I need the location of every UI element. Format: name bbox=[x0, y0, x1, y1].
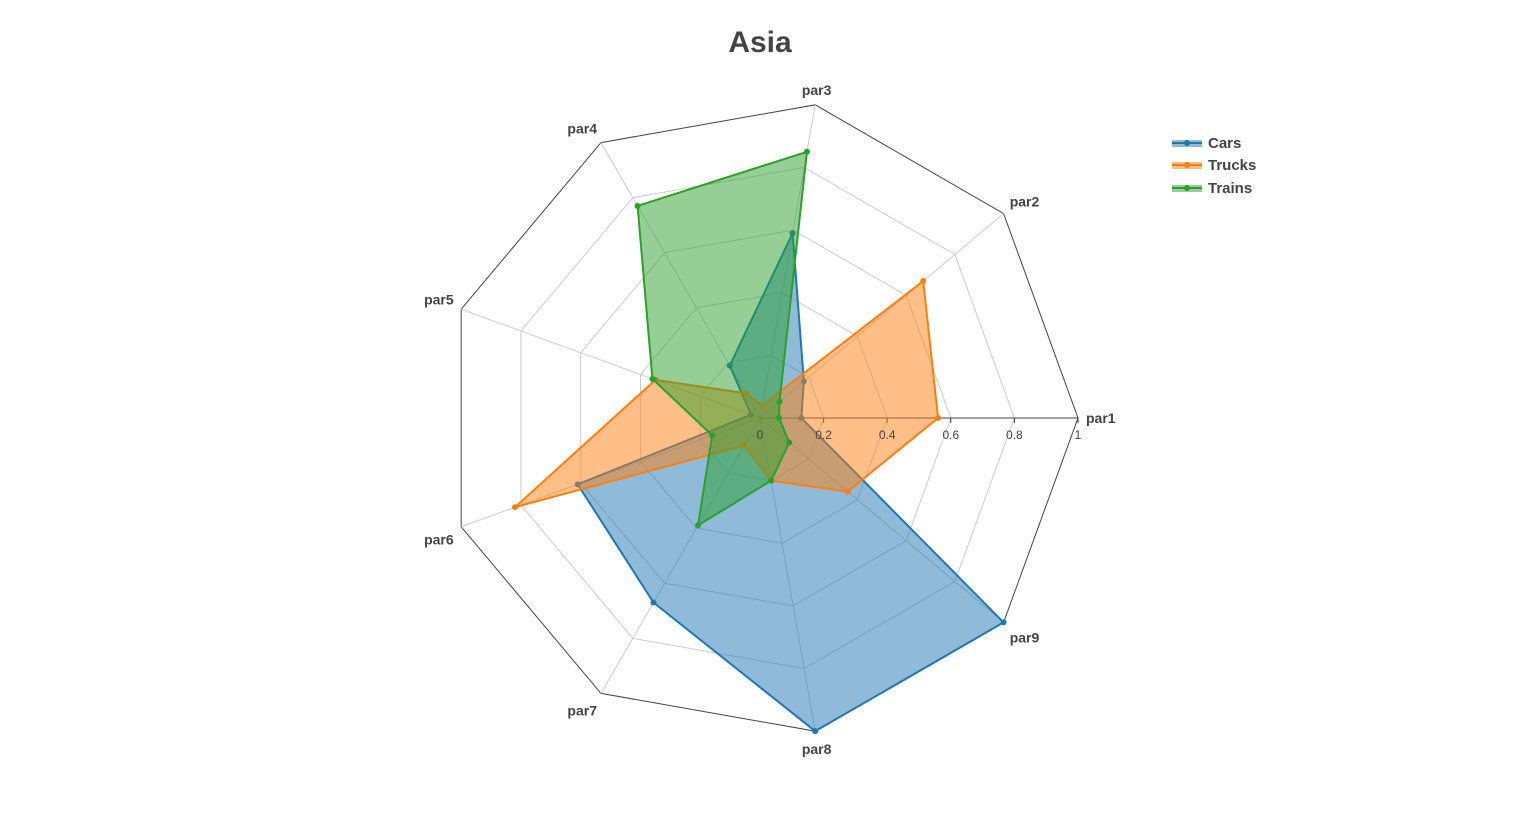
series-cars-point bbox=[1000, 619, 1007, 626]
axis-label-par2: par2 bbox=[1010, 193, 1040, 209]
series-trains-point bbox=[649, 375, 656, 382]
axis-label-par3: par3 bbox=[802, 82, 832, 98]
radial-tick-label: 0.4 bbox=[879, 428, 896, 442]
series-trucks-point bbox=[511, 504, 518, 511]
series-trains-point bbox=[694, 522, 701, 529]
series-trains-point bbox=[776, 398, 783, 405]
series-trucks-point bbox=[935, 415, 942, 421]
series-trains-point bbox=[709, 432, 716, 439]
legend-item-trucks[interactable]: Trucks bbox=[1172, 155, 1256, 178]
axis-label-par1: par1 bbox=[1086, 410, 1116, 426]
radar-series bbox=[511, 148, 1007, 735]
radial-tick-label: 0.8 bbox=[1006, 428, 1023, 442]
radial-tick-label: 0 bbox=[757, 428, 764, 442]
axis-label-par9: par9 bbox=[1010, 630, 1040, 646]
axis-label-par5: par5 bbox=[424, 292, 454, 308]
radial-tick-label: 0.2 bbox=[815, 428, 832, 442]
legend-swatch bbox=[1172, 138, 1202, 149]
axis-label-par4: par4 bbox=[567, 121, 597, 137]
axis-label-par8: par8 bbox=[802, 741, 832, 757]
legend-item-trains[interactable]: Trains bbox=[1172, 177, 1256, 200]
legend-label: Cars bbox=[1208, 134, 1242, 152]
series-trucks-point bbox=[844, 488, 851, 495]
series-trains-point bbox=[768, 477, 775, 484]
radar-labels: 0 0.2 0.4 0.6 0.8 1 par1 par2 par3 par4 par5 par6 pa… bbox=[424, 82, 1116, 757]
legend: Cars Trucks Trains bbox=[1172, 132, 1256, 200]
radial-tick-label: 1 bbox=[1075, 428, 1082, 442]
series-trains-area bbox=[636, 150, 808, 527]
legend-swatch bbox=[1172, 183, 1202, 194]
series-cars-point bbox=[812, 728, 819, 735]
chart-title: Asia bbox=[728, 26, 792, 59]
legend-item-cars[interactable]: Cars bbox=[1172, 132, 1256, 155]
axis-label-par6: par6 bbox=[424, 531, 454, 547]
legend-label: Trucks bbox=[1208, 157, 1257, 175]
series-trains-point bbox=[803, 148, 810, 155]
series-trains-point bbox=[786, 439, 793, 446]
legend-label: Trains bbox=[1208, 179, 1253, 197]
series-trains-point bbox=[776, 415, 783, 421]
axis-label-par7: par7 bbox=[567, 702, 597, 718]
series-cars-point bbox=[650, 599, 657, 606]
series-trains-point bbox=[634, 202, 641, 209]
radial-tick-label: 0.6 bbox=[942, 428, 959, 442]
legend-swatch bbox=[1172, 160, 1202, 171]
series-trucks-point bbox=[920, 278, 927, 285]
